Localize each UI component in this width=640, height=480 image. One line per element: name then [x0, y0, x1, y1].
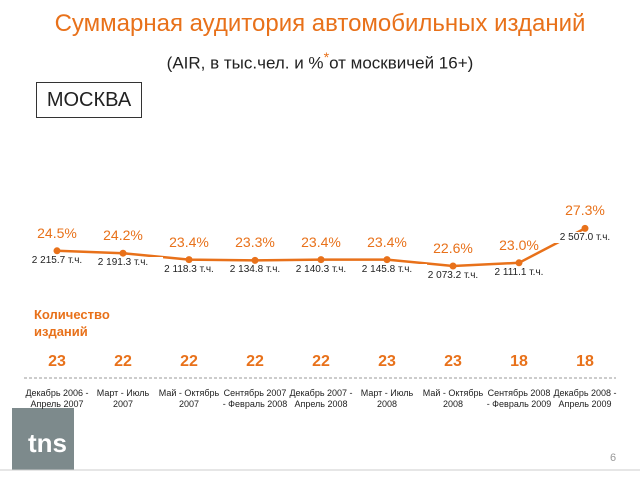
period: Декабрь 2006 - Апрель 2007 — [25, 388, 89, 409]
point — [53, 247, 61, 255]
logo-photo — [12, 408, 74, 470]
counts-label: Количество изданий — [34, 307, 110, 339]
count: 18 — [510, 353, 528, 370]
period: Декабрь 2008 - Апрель 2009 — [553, 388, 617, 409]
subtitle: (AIR, в тыс.чел. и %*от москвичей 16+) — [0, 50, 640, 74]
subtitle-end: от москвичей 16+) — [329, 53, 474, 73]
value-label: 22.6% — [433, 240, 473, 256]
point — [119, 249, 127, 257]
period: Май - Октябрь 2007 — [158, 388, 220, 409]
subtitle-text: (AIR, в тыс.чел. и % — [166, 53, 324, 73]
point — [251, 256, 259, 264]
count: 23 — [444, 353, 462, 370]
value-label: 27.3% — [565, 202, 605, 219]
count: 22 — [114, 353, 132, 370]
period: Март - Июль 2007 — [96, 388, 150, 409]
period: Сентябрь 2007 - Февраль 2008 — [222, 388, 288, 409]
period: Март - Июль 2008 — [360, 388, 414, 409]
audience-label: 2 507.0 т.ч. — [545, 232, 625, 244]
logo: tns — [28, 428, 67, 458]
count: 22 — [246, 353, 264, 370]
count: 22 — [312, 353, 330, 370]
count: 18 — [576, 353, 594, 370]
value-label: 23.4% — [367, 233, 407, 250]
page-number: 6 — [610, 452, 617, 464]
point — [515, 259, 523, 267]
audience-label: 2 215.7 т.ч. — [17, 254, 97, 266]
count: 22 — [180, 353, 198, 370]
point — [581, 224, 589, 232]
value-label: 23.0% — [499, 236, 539, 253]
value-label: 24.5% — [37, 224, 77, 241]
audience-label: 2 140.3 т.ч. — [281, 263, 361, 275]
value-label: 24.2% — [103, 227, 143, 244]
period: Май - Октябрь 2008 — [422, 388, 484, 409]
period: Декабрь 2007 - Апрель 2008 — [289, 388, 353, 409]
audience-label: 2 073.2 т.ч. — [413, 270, 493, 281]
period: Сентябрь 2008 - Февраль 2009 — [486, 388, 552, 409]
value-label: 23.3% — [235, 234, 275, 251]
audience-label: 2 118.3 т.ч. — [149, 263, 229, 275]
title: Суммарная аудитория автомобильных издани… — [54, 10, 586, 37]
subtitle-mark: * — [323, 50, 330, 66]
point — [317, 256, 325, 264]
point — [449, 262, 457, 270]
audience-label: 2 134.8 т.ч. — [215, 264, 295, 276]
point — [383, 256, 391, 264]
audience-label: 2 145.8 т.ч. — [347, 263, 427, 275]
value-label: 23.4% — [301, 233, 341, 250]
audience-label: 2 111.1 т.ч. — [479, 266, 559, 278]
region-box: МОСКВА — [36, 82, 142, 118]
audience-label: 2 191.3 т.ч. — [83, 257, 163, 269]
point — [185, 256, 193, 264]
value-label: 23.4% — [169, 233, 209, 250]
count: 23 — [378, 353, 396, 370]
count: 23 — [48, 353, 66, 370]
